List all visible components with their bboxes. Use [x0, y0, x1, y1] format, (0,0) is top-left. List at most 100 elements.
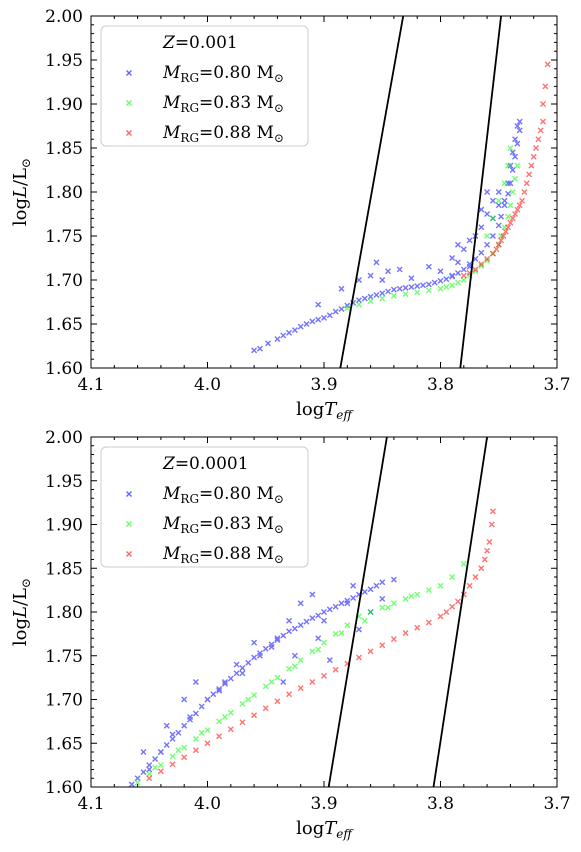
data-point: [262, 705, 269, 712]
data-point: [544, 61, 551, 68]
data-point: [495, 241, 502, 248]
data-point: [528, 162, 535, 169]
data-point: [286, 617, 293, 624]
data-point: [355, 626, 362, 633]
data-point: [216, 733, 223, 740]
data-point: [379, 595, 386, 602]
instability-line-0: [327, 437, 388, 787]
data-point: [489, 233, 496, 239]
legend-marker: [126, 521, 132, 527]
data-point: [443, 609, 450, 615]
data-point: [344, 600, 351, 607]
data-point: [414, 591, 421, 598]
data-point: [437, 277, 444, 284]
data-point: [509, 215, 516, 222]
data-point: [175, 747, 182, 754]
data-point: [344, 622, 351, 629]
legend-marker: [126, 551, 132, 557]
series-2: [460, 61, 551, 279]
data-point: [379, 604, 386, 611]
data-point: [303, 321, 310, 327]
data-point: [169, 731, 176, 738]
x-tick-label: 3.9: [310, 794, 337, 814]
data-point: [274, 674, 281, 681]
data-point: [514, 206, 521, 213]
data-point: [286, 665, 293, 672]
data-point: [390, 286, 397, 293]
data-point: [216, 718, 223, 725]
data-point: [420, 282, 427, 289]
data-point: [449, 255, 456, 261]
data-point: [286, 329, 293, 336]
data-point: [332, 308, 339, 315]
ticks: [90, 15, 558, 369]
data-point: [390, 636, 397, 643]
y-tick-label: 1.65: [45, 734, 83, 754]
y-tick-label: 1.75: [45, 647, 83, 667]
data-point: [134, 779, 141, 786]
data-point: [512, 136, 519, 143]
data-point: [332, 666, 339, 673]
data-point: [373, 582, 380, 589]
data-point: [523, 180, 530, 187]
data-point: [367, 648, 374, 655]
x-tick-label: 4.1: [77, 794, 104, 814]
data-point: [516, 202, 523, 209]
data-point: [509, 149, 516, 156]
data-point: [542, 83, 549, 90]
data-point: [472, 574, 479, 580]
data-point: [514, 123, 521, 129]
data-point: [535, 136, 542, 143]
data-point: [350, 582, 357, 589]
data-point: [484, 189, 491, 195]
data-point: [379, 295, 386, 302]
data-point: [265, 340, 272, 347]
data-point: [338, 306, 345, 313]
data-point: [521, 189, 528, 195]
legend-marker: [126, 130, 132, 136]
data-point: [361, 295, 368, 302]
data-point: [437, 582, 444, 589]
data-point: [460, 272, 467, 279]
y-tick-label: 1.60: [45, 359, 83, 379]
data-point: [460, 560, 467, 567]
data-point: [501, 202, 508, 209]
data-point: [385, 268, 392, 275]
data-point: [514, 162, 521, 169]
data-point: [454, 241, 461, 248]
data-point: [216, 686, 223, 692]
data-point: [157, 749, 164, 755]
data-point: [466, 237, 473, 244]
data-point: [251, 654, 258, 661]
data-point: [297, 657, 304, 664]
data-point: [396, 285, 403, 292]
data-point: [204, 727, 211, 734]
data-point: [157, 768, 164, 775]
data-point: [315, 635, 322, 642]
y-tick-label: 1.95: [45, 472, 83, 492]
data-point: [227, 709, 234, 716]
data-point: [425, 263, 432, 270]
data-point: [501, 197, 508, 204]
data-point: [478, 261, 485, 268]
data-point: [198, 729, 205, 736]
data-point: [379, 290, 386, 297]
data-point: [379, 642, 386, 649]
data-point: [373, 259, 380, 266]
data-point: [256, 345, 263, 352]
data-point: [367, 293, 374, 300]
data-point: [291, 625, 298, 632]
data-point: [192, 679, 199, 685]
data-point: [385, 288, 392, 295]
data-point: [239, 670, 246, 677]
data-point: [227, 675, 234, 682]
y-tick-label: 1.70: [45, 271, 83, 291]
data-point: [507, 219, 514, 226]
data-point: [481, 556, 488, 563]
data-point: [390, 292, 397, 299]
series-1: [344, 145, 521, 312]
data-point: [505, 213, 512, 220]
data-point: [414, 283, 421, 290]
data-point: [152, 756, 159, 762]
data-point: [478, 565, 485, 572]
